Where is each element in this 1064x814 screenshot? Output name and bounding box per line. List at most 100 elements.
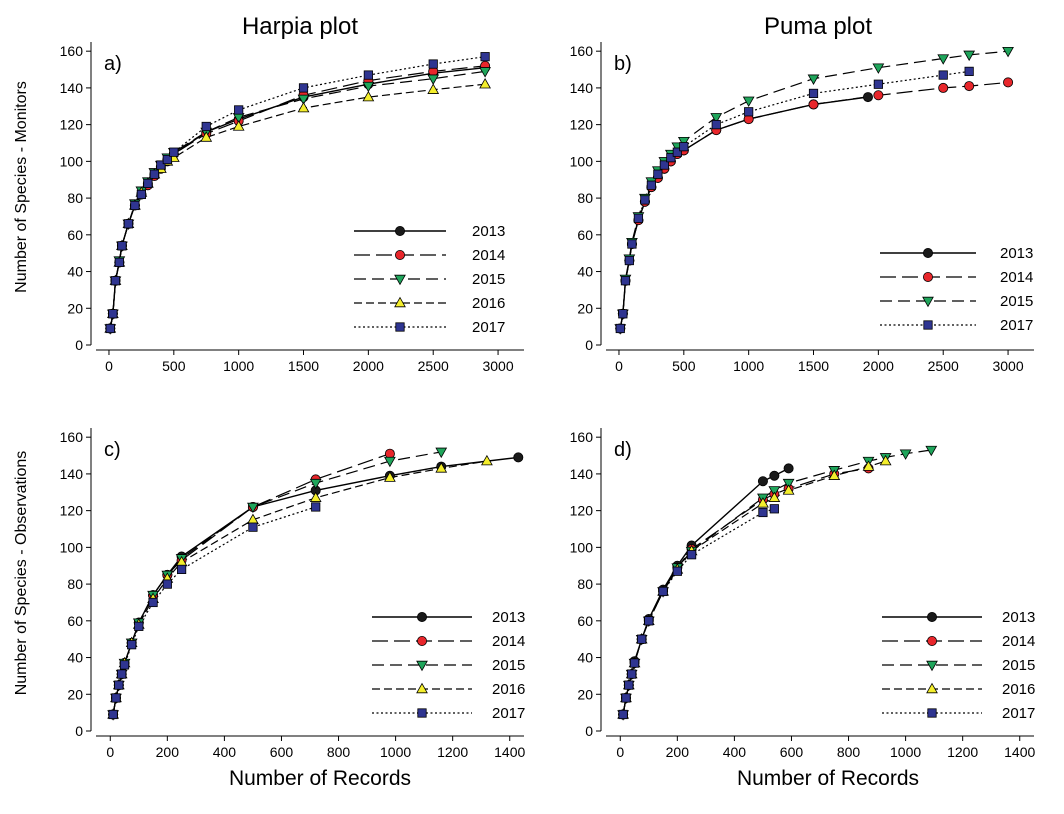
point-2017 xyxy=(964,66,974,76)
y-tick-label: 100 xyxy=(570,153,594,169)
series-line-2014 xyxy=(619,81,1009,329)
x-tick-label: 2500 xyxy=(418,358,449,374)
point-2017 xyxy=(110,276,121,286)
point-2017 xyxy=(672,147,682,157)
point-2015 xyxy=(384,456,396,468)
point-2013 xyxy=(513,452,524,463)
point-2017 xyxy=(640,195,650,205)
x-tick-label: 1200 xyxy=(947,744,978,760)
point-2017 xyxy=(176,564,187,575)
point-2017 xyxy=(615,323,625,334)
point-2015 xyxy=(899,449,912,460)
x-tick-label: 0 xyxy=(615,358,623,374)
legend-marker-2013 xyxy=(923,247,934,258)
x-tick-label: 200 xyxy=(666,744,690,760)
y-tick-label: 60 xyxy=(577,227,593,243)
y-tick-label: 120 xyxy=(570,117,594,133)
point-2014 xyxy=(938,82,949,93)
point-2013 xyxy=(769,470,780,481)
x-tick-label: 800 xyxy=(837,744,861,760)
point-2017 xyxy=(646,180,656,190)
point-2016 xyxy=(757,497,769,508)
panel-b: 0 20 40 60 80 100 120 140 160 0 500 1000 1500 2000 250… xyxy=(570,42,1034,374)
y-tick-label: 100 xyxy=(570,539,594,555)
point-2017 xyxy=(808,88,819,99)
point-2017 xyxy=(620,276,631,286)
point-2015 xyxy=(309,478,322,490)
y-tick-label: 140 xyxy=(570,80,594,96)
y-tick-label: 60 xyxy=(67,227,83,243)
x-tick-label: 1200 xyxy=(437,744,468,760)
point-2017 xyxy=(363,70,373,80)
x-tick-label: 0 xyxy=(105,358,113,374)
legend-label-2014: 2014 xyxy=(1000,269,1033,286)
legend-marker-2016 xyxy=(394,296,406,308)
point-2015 xyxy=(872,63,885,74)
panel-a: 0 20 40 60 80 100 120 140 160 0 500 1000 1500 2000 250… xyxy=(60,42,524,374)
panel-label: b) xyxy=(614,53,632,75)
legend-marker-2015 xyxy=(922,296,934,308)
series-line-2016 xyxy=(109,83,486,329)
point-2017 xyxy=(114,680,124,690)
y-tick-label: 160 xyxy=(570,429,594,445)
y-tick-label: 40 xyxy=(577,650,593,666)
point-2015 xyxy=(782,478,795,490)
point-2015 xyxy=(742,96,755,107)
y-tick-label: 140 xyxy=(60,80,84,96)
point-2017 xyxy=(149,169,159,179)
legend-label-2017: 2017 xyxy=(1002,705,1035,722)
y-tick-label: 20 xyxy=(67,686,83,702)
legend-marker-2017 xyxy=(923,320,933,330)
point-2017 xyxy=(134,621,144,631)
xlabel-left: Number of Records xyxy=(229,767,411,790)
x-tick-label: 2500 xyxy=(928,358,959,374)
y-tick-label: 40 xyxy=(67,264,83,280)
point-2017 xyxy=(618,709,628,720)
y-tick-label: 160 xyxy=(60,429,84,445)
point-2017 xyxy=(201,121,211,132)
x-tick-label: 0 xyxy=(106,744,114,760)
point-2017 xyxy=(136,189,146,200)
legend-label-2015: 2015 xyxy=(1000,293,1033,310)
legend-label-2017: 2017 xyxy=(1000,317,1033,334)
legend-marker-2013 xyxy=(416,612,427,623)
series-line-2013 xyxy=(109,67,486,329)
point-2013 xyxy=(862,92,873,103)
legend-label-2016: 2016 xyxy=(472,295,505,312)
series-line-2014 xyxy=(109,65,486,329)
point-2017 xyxy=(653,169,663,179)
point-2015 xyxy=(297,94,310,106)
point-2017 xyxy=(629,658,640,668)
y-tick-label: 20 xyxy=(67,300,83,316)
point-2017 xyxy=(758,507,768,518)
point-2013 xyxy=(757,476,768,487)
series-line-2015 xyxy=(112,451,442,715)
point-2017 xyxy=(117,241,127,251)
point-2017 xyxy=(130,200,140,211)
point-2016 xyxy=(828,469,841,480)
x-tick-label: 2000 xyxy=(863,358,894,374)
point-2014 xyxy=(808,99,819,110)
point-2017 xyxy=(769,504,779,514)
x-tick-label: 600 xyxy=(780,744,804,760)
point-2016 xyxy=(200,131,213,142)
point-2017 xyxy=(627,239,637,249)
point-2017 xyxy=(114,257,124,267)
point-2017 xyxy=(119,660,130,670)
point-2017 xyxy=(658,586,668,597)
point-2017 xyxy=(644,616,654,626)
point-2017 xyxy=(248,522,258,532)
point-2016 xyxy=(479,78,491,89)
legend-marker-2016 xyxy=(926,682,938,694)
x-tick-label: 0 xyxy=(616,744,624,760)
y-tick-label: 160 xyxy=(60,43,84,59)
y-tick-label: 160 xyxy=(570,43,594,59)
point-2014 xyxy=(873,90,884,101)
legend-label-2017: 2017 xyxy=(492,705,525,722)
legend-marker-2015 xyxy=(416,660,428,672)
legend-label-2015: 2015 xyxy=(492,657,525,674)
legend-label-2014: 2014 xyxy=(472,247,505,264)
point-2014 xyxy=(1003,77,1014,88)
